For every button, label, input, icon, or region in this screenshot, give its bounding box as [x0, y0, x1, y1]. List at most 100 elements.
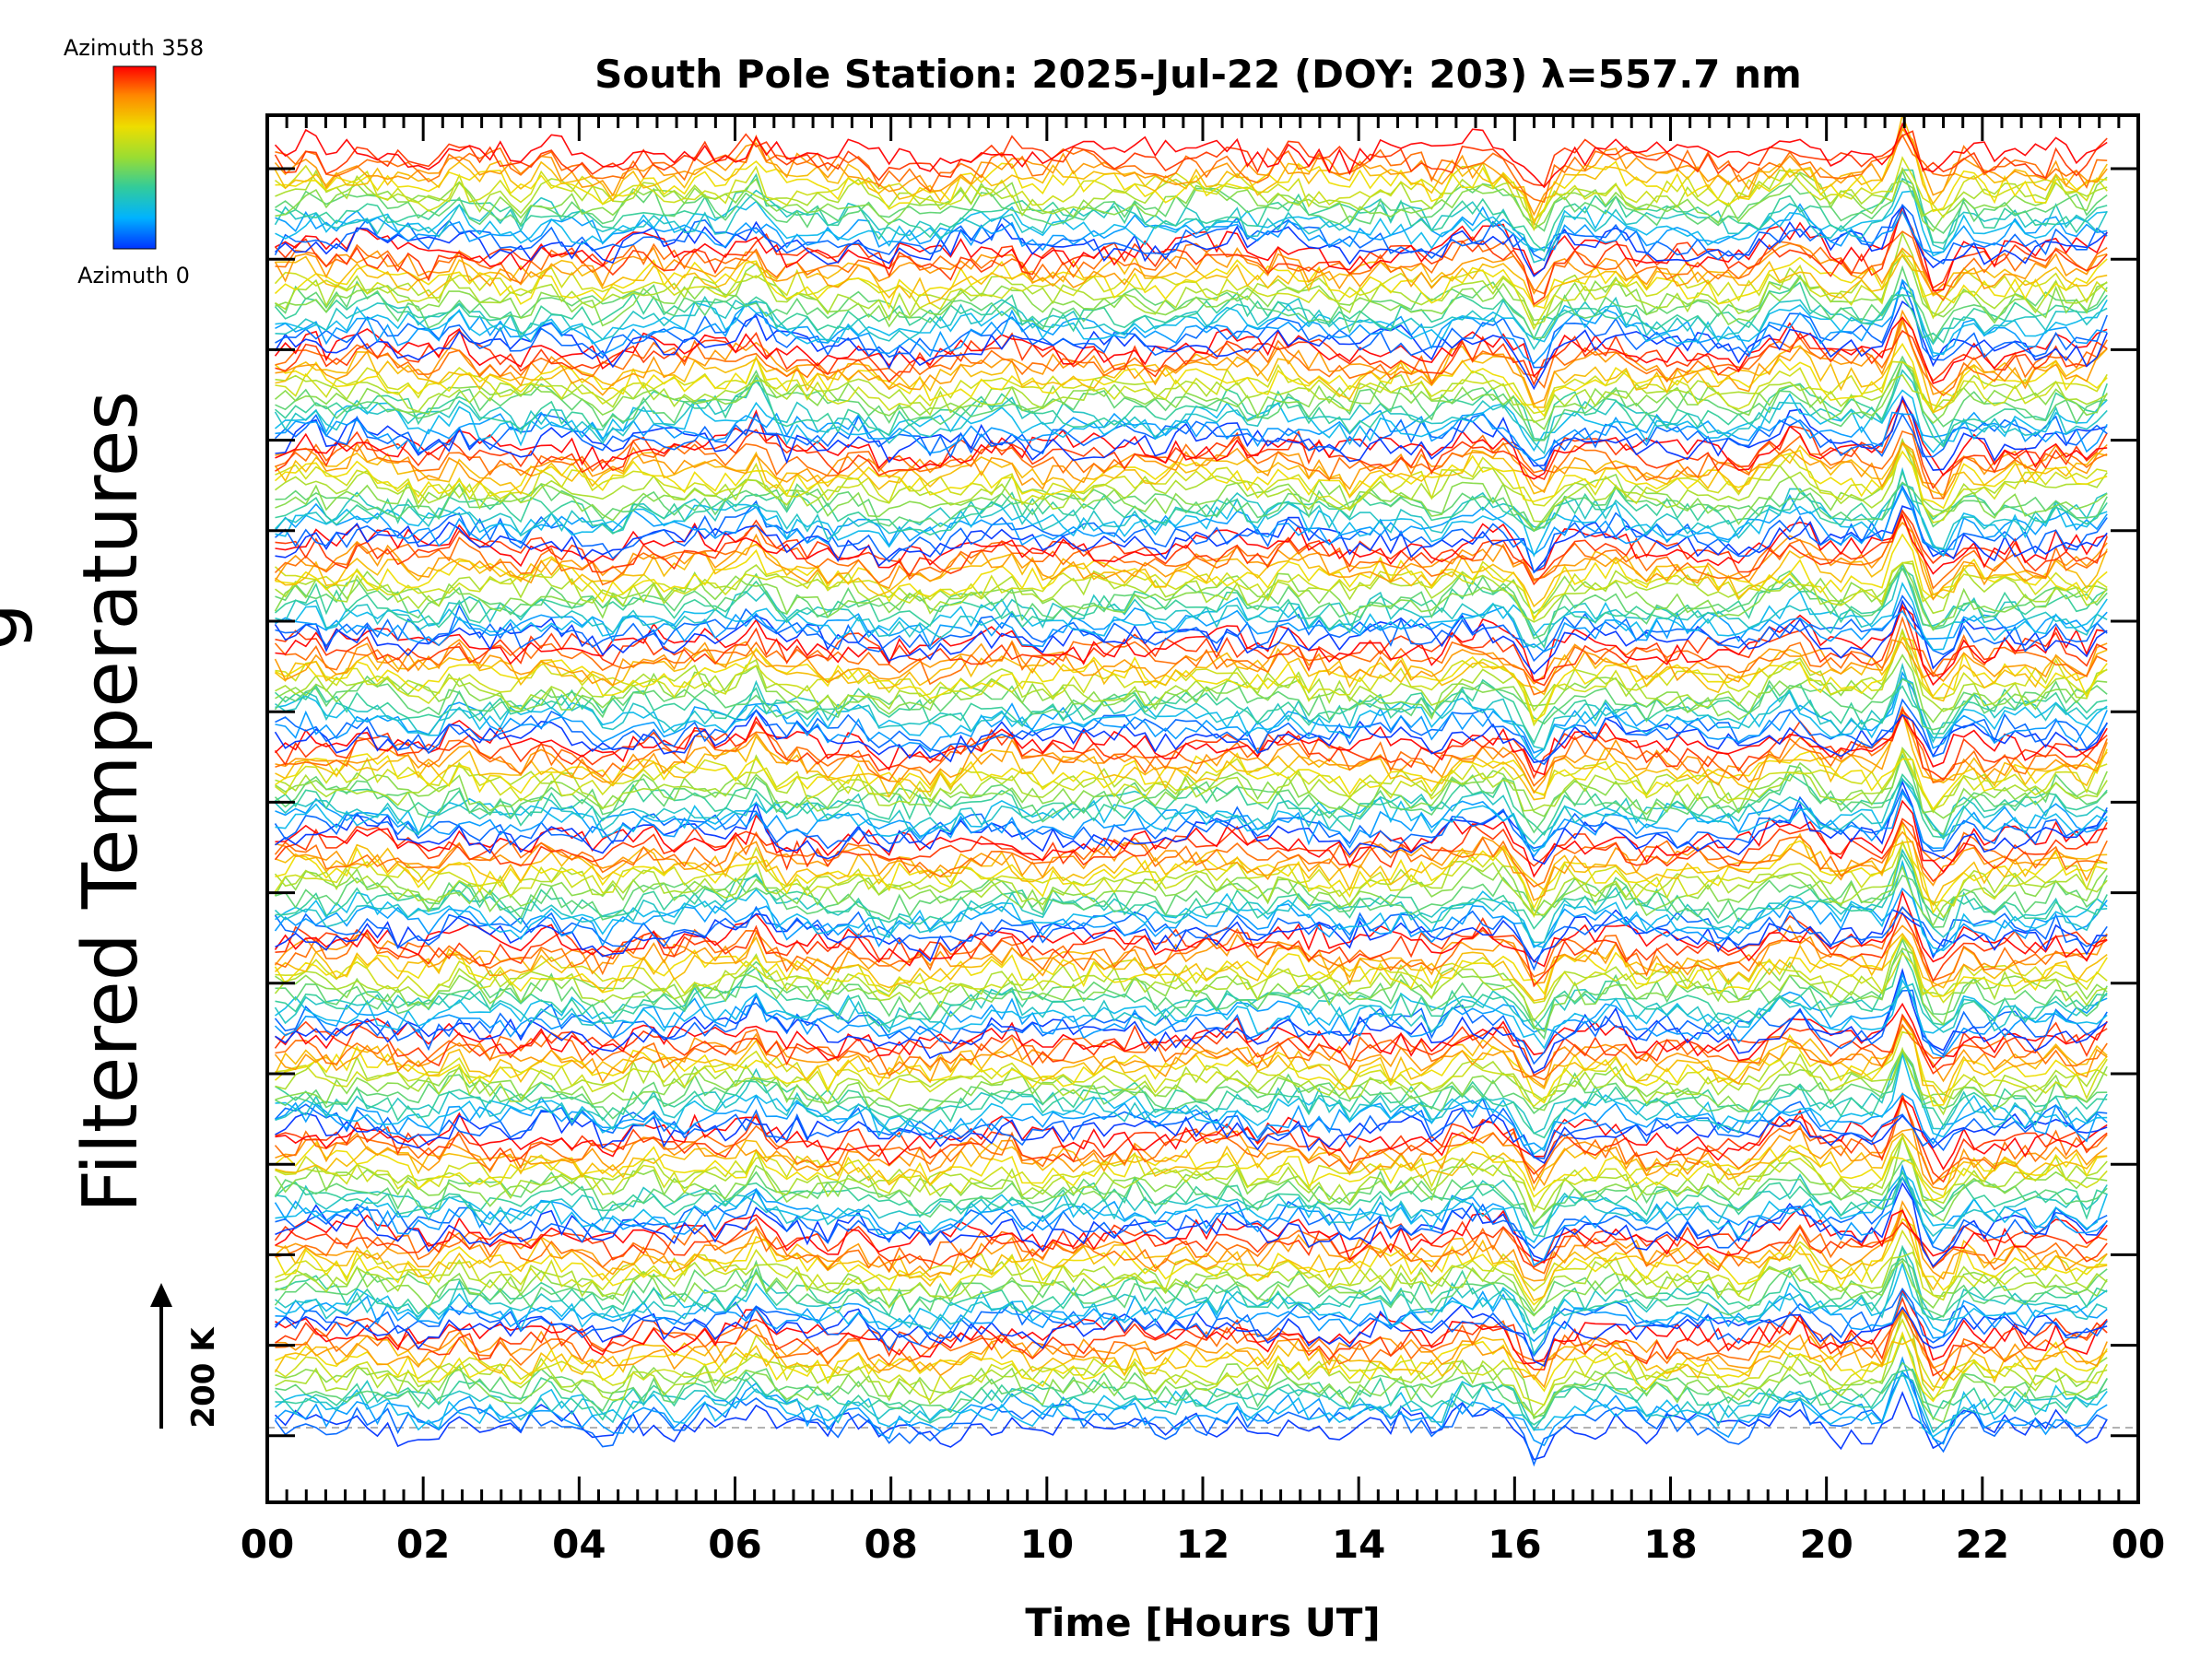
- temperature-trace: [275, 1097, 2108, 1171]
- x-tick-label: 00: [2112, 1522, 2165, 1567]
- x-tick-label: 02: [396, 1522, 450, 1567]
- temperature-trace: [274, 130, 2108, 187]
- temperature-trace: [274, 932, 2108, 1002]
- temperature-trace: [275, 315, 2108, 396]
- temperature-trace: [274, 639, 2108, 688]
- temperature-trace: [275, 1205, 2108, 1264]
- temperature-trace: [274, 989, 2108, 1065]
- x-tick-label: 00: [241, 1522, 294, 1567]
- temperature-trace: [275, 355, 2108, 441]
- colorbar-bottom-label: Azimuth 0: [77, 263, 190, 288]
- temperature-trace: [274, 778, 2108, 845]
- temperature-trace: [274, 848, 2108, 944]
- temperature-trace: [274, 971, 2108, 1058]
- temperature-trace: [275, 874, 2108, 928]
- temperature-trace: [275, 1049, 2108, 1120]
- temperature-trace: [275, 746, 2108, 819]
- temperature-trace: [274, 449, 2108, 510]
- temperature-trace: [275, 705, 2108, 787]
- temperature-trace: [275, 628, 2108, 712]
- temperature-trace: [275, 1361, 2108, 1418]
- temperature-trace: [275, 1053, 2108, 1156]
- temperature-trace: [274, 787, 2108, 853]
- temperature-trace: [274, 712, 2108, 776]
- temperature-trace: [274, 203, 2108, 265]
- x-tick-label: 22: [1956, 1522, 2009, 1567]
- temperature-trace: [275, 1171, 2108, 1243]
- temperature-trace: [275, 329, 2108, 387]
- colorbar-top-label: Azimuth 358: [64, 35, 204, 61]
- temperature-trace: [274, 982, 2108, 1034]
- temperature-trace: [274, 675, 2108, 731]
- x-tick-label: 10: [1020, 1522, 1074, 1567]
- temperature-trace: [275, 582, 2108, 651]
- temperature-trace: [274, 1335, 2108, 1392]
- temperature-trace: [275, 561, 2108, 649]
- temperature-trace: [275, 409, 2108, 462]
- x-tick-label: 12: [1176, 1522, 1230, 1567]
- temperature-trace: [274, 509, 2108, 590]
- temperature-trace: [275, 166, 2108, 222]
- x-tick-label: 06: [708, 1522, 761, 1567]
- temperature-trace: [274, 300, 2108, 391]
- temperature-trace: [275, 1199, 2108, 1282]
- scale-bar-label: 200 K: [185, 1326, 222, 1429]
- temperature-trace: [274, 359, 2108, 448]
- temperature-trace: [275, 1370, 2108, 1438]
- temperature-trace: [275, 605, 2108, 687]
- temperature-trace: [274, 1158, 2108, 1225]
- temperature-trace: [274, 820, 2108, 888]
- temperature-trace: [275, 485, 2108, 574]
- temperature-trace: [274, 1025, 2108, 1107]
- temperature-trace: [274, 636, 2108, 702]
- scale-bar: [150, 1283, 172, 1429]
- x-tick-label: 18: [1643, 1522, 1697, 1567]
- temperature-trace: [275, 1048, 2108, 1113]
- temperature-trace: [275, 594, 2108, 663]
- x-tick-labels: 00 02 04 06 08 10 12 14 16 18 20 22 00: [241, 1522, 2165, 1567]
- x-tick-label: 20: [1799, 1522, 1853, 1567]
- x-tick-label: 16: [1488, 1522, 1541, 1567]
- temperature-trace: [274, 864, 2108, 927]
- temperature-trace: [275, 1331, 2108, 1403]
- temperature-trace: [275, 481, 2108, 533]
- temperature-trace: [274, 242, 2108, 296]
- temperature-trace: [275, 820, 2108, 915]
- temperature-trace: [275, 1244, 2108, 1335]
- temperature-trace: [275, 190, 2108, 257]
- temperature-trace: [274, 281, 2108, 344]
- temperature-trace: [274, 342, 2108, 418]
- temperature-trace: [274, 887, 2108, 956]
- temperature-trace: [274, 1368, 2108, 1426]
- temperature-trace: [275, 203, 2108, 254]
- temperature-trace: [274, 935, 2108, 998]
- temperature-trace: [275, 438, 2108, 523]
- temperature-trace: [275, 1132, 2108, 1192]
- temperature-trace: [274, 1218, 2108, 1306]
- temperature-trace: [275, 505, 2108, 574]
- temperature-trace: [275, 1259, 2108, 1317]
- x-tick-label: 14: [1332, 1522, 1385, 1567]
- axis-ticks: [265, 115, 2140, 1502]
- temperature-trace: [275, 294, 2108, 351]
- temperature-trace: [274, 316, 2108, 385]
- temperature-trace: [275, 230, 2108, 326]
- temperature-trace: [275, 748, 2108, 811]
- x-tick-label: 08: [864, 1522, 917, 1567]
- temperature-trace: [275, 1296, 2108, 1377]
- temperature-trace: [275, 853, 2108, 930]
- y-axis-label: Filtered Temperatures: [67, 391, 155, 1213]
- temperature-trace: [275, 1251, 2108, 1312]
- temperature-trace: [274, 359, 2108, 430]
- temperature-trace: [274, 1303, 2108, 1368]
- temperature-trace: [275, 1030, 2108, 1108]
- temperature-trace: [275, 777, 2108, 853]
- temperature-trace: [275, 712, 2108, 794]
- temperature-trace: [274, 209, 2108, 306]
- temperature-trace: [274, 1391, 2108, 1461]
- temperature-trace: [274, 1097, 2108, 1186]
- temperature-trace: [275, 171, 2108, 232]
- temperature-trace: [274, 265, 2108, 344]
- temperature-trace: [275, 1049, 2108, 1139]
